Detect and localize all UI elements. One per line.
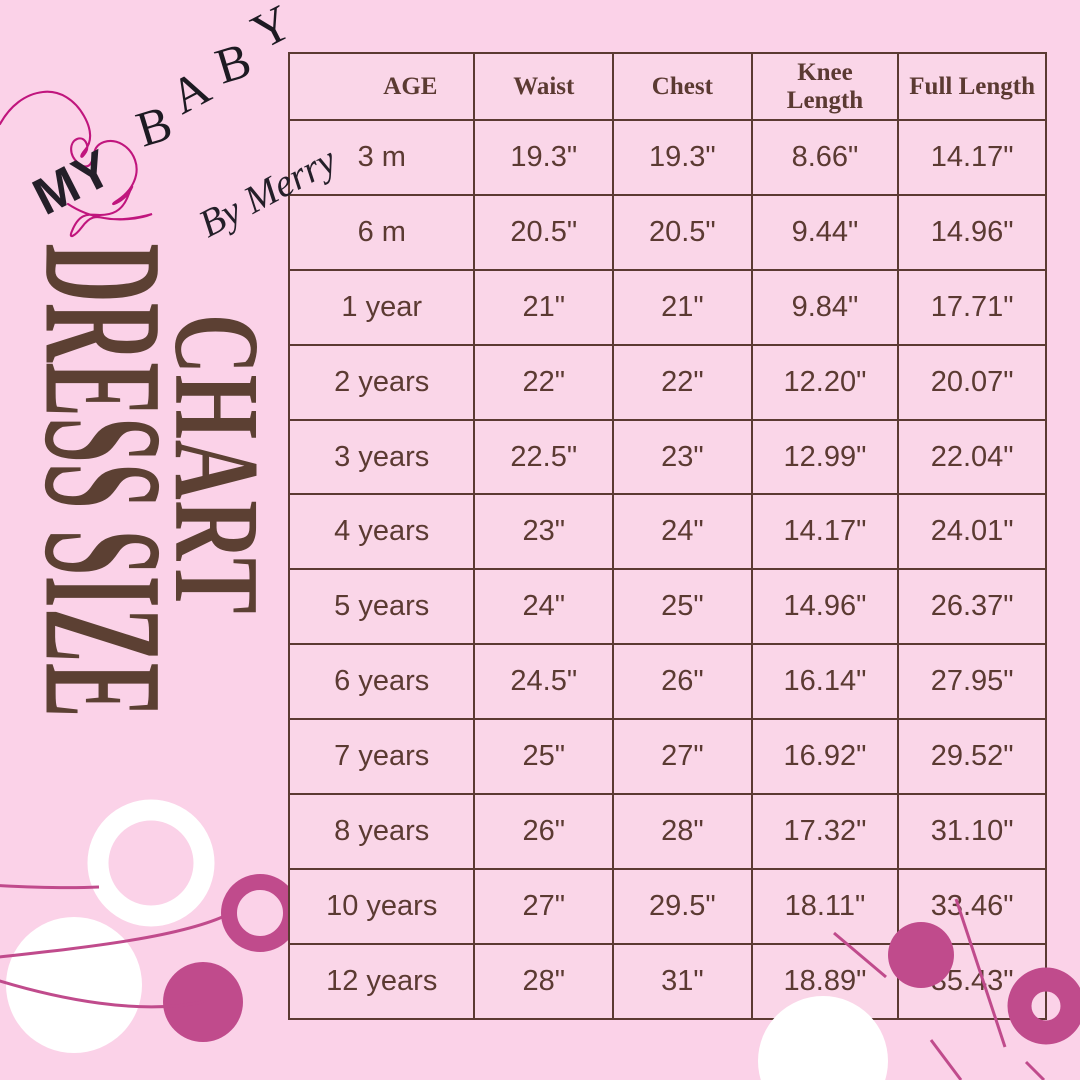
svg-text:B: B — [130, 94, 178, 157]
svg-text:Y: Y — [243, 0, 301, 60]
svg-text:A: A — [161, 58, 219, 124]
svg-text:B: B — [209, 31, 257, 94]
